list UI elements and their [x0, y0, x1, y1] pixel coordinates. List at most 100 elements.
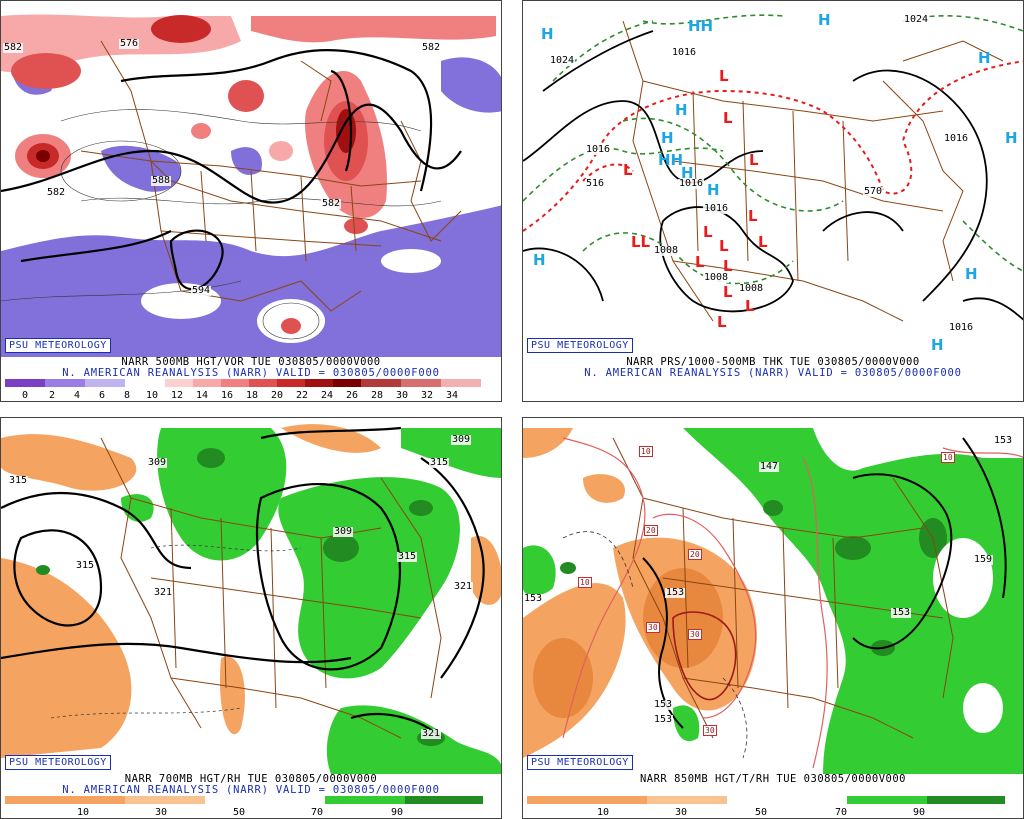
panel-subtitle: N. AMERICAN REANALYSIS (NARR) VALID = 03… [584, 367, 962, 379]
temperature-label: 20 [688, 549, 702, 560]
low-pressure-symbol: L [758, 233, 768, 251]
panel-850mb-temp-rh: 10 10 10 20 20 30 30 30 153 153 153 153 … [522, 417, 1024, 819]
high-pressure-symbol: H [965, 265, 978, 283]
colorbar-tick: 30 [674, 807, 688, 818]
colorbar-tick: 8 [123, 390, 131, 401]
low-pressure-symbol: L [745, 297, 755, 315]
psu-meteorology-credit: PSU METEOROLOGY [5, 338, 111, 353]
height-label: 153 [653, 714, 674, 725]
colorbar-tick: 10 [145, 390, 159, 401]
psu-meteorology-credit: PSU METEOROLOGY [5, 755, 111, 770]
low-pressure-symbol: L [723, 257, 733, 275]
isobar-label: 1016 [703, 203, 730, 214]
isobar-label: 1016 [671, 47, 698, 58]
colorbar-tick: 18 [245, 390, 259, 401]
rh700-map [1, 418, 501, 774]
high-pressure-symbol: H [931, 336, 944, 354]
low-pressure-symbol: L [717, 313, 727, 331]
colorbar-tick: 10 [76, 807, 90, 818]
high-pressure-symbol: H [707, 181, 720, 199]
contour-label: 582 [321, 198, 342, 209]
height-label: 309 [147, 457, 168, 468]
colorbar-tick: 30 [395, 390, 409, 401]
colorbar-tick: 24 [320, 390, 334, 401]
colorbar-tick: 30 [154, 807, 168, 818]
colorbar-tick: 50 [232, 807, 246, 818]
contour-label: 582 [3, 42, 24, 53]
colorbar-tick: 22 [295, 390, 309, 401]
low-pressure-symbol: LL [631, 233, 651, 251]
temperature-label: 30 [688, 629, 702, 640]
height-label: 153 [653, 699, 674, 710]
high-pressure-symbol: H [675, 101, 688, 119]
isobar-label: 1008 [653, 245, 680, 256]
high-pressure-symbol: H [681, 164, 694, 182]
colorbar-tick: 26 [345, 390, 359, 401]
height-label: 147 [759, 461, 780, 472]
height-label: 309 [333, 526, 354, 537]
colorbar-tick: 32 [420, 390, 434, 401]
psu-meteorology-credit: PSU METEOROLOGY [527, 755, 633, 770]
colorbar-tick: 10 [596, 807, 610, 818]
low-pressure-symbol: L [748, 207, 758, 225]
temperature-label: 20 [644, 525, 658, 536]
panel-subtitle: N. AMERICAN REANALYSIS (NARR) VALID = 03… [62, 367, 440, 379]
vorticity-map [1, 1, 501, 357]
colorbar-ticks: 10 30 50 70 90 [523, 807, 1023, 818]
low-pressure-symbol: L [703, 223, 713, 241]
high-pressure-symbol: HH [658, 151, 684, 169]
colorbar-tick: 16 [220, 390, 234, 401]
panel-title: NARR 500MB HGT/VOR TUE 030805/0000V000 [121, 356, 381, 368]
colorbar-tick: 50 [754, 807, 768, 818]
contour-label: 588 [151, 175, 172, 186]
colorbar-tick: 12 [170, 390, 184, 401]
contour-label: 582 [46, 187, 67, 198]
t850-map [523, 418, 1023, 774]
isobar-label: 1008 [738, 283, 765, 294]
colorbar-tick: 70 [310, 807, 324, 818]
low-pressure-symbol: L [623, 161, 633, 179]
low-pressure-symbol: L [723, 283, 733, 301]
colorbar-tick: 70 [834, 807, 848, 818]
temperature-label: 30 [646, 622, 660, 633]
isobar-label: 1016 [948, 322, 975, 333]
height-label: 153 [523, 593, 544, 604]
colorbar-tick: 20 [270, 390, 284, 401]
high-pressure-symbol: H [541, 25, 554, 43]
panel-500mb-vorticity: 582 576 582 582 588 582 594 PSU METEOROL… [0, 0, 502, 402]
isobar-label: 1008 [703, 272, 730, 283]
colorbar-tick: 14 [195, 390, 209, 401]
thickness-label: 516 [585, 178, 606, 189]
pressure-thickness-map [523, 1, 1023, 357]
high-pressure-symbol: H [1005, 129, 1018, 147]
isobar-label: 1016 [585, 144, 612, 155]
temperature-label: 10 [941, 452, 955, 463]
high-pressure-symbol: H [978, 49, 991, 67]
high-pressure-symbol: H [533, 251, 546, 269]
low-pressure-symbol: L [749, 151, 759, 169]
colorbar-tick: 6 [98, 390, 106, 401]
colorbar-ticks: 10 30 50 70 90 [1, 807, 501, 818]
contour-label: 582 [421, 42, 442, 53]
high-pressure-symbol: H [818, 11, 831, 29]
height-label: 153 [665, 587, 686, 598]
height-label: 153 [891, 607, 912, 618]
colorbar-tick: 2 [48, 390, 56, 401]
panel-title: NARR 700MB HGT/RH TUE 030805/0000V000 [124, 773, 378, 785]
psu-meteorology-credit: PSU METEOROLOGY [527, 338, 633, 353]
high-pressure-symbol: H [661, 129, 674, 147]
high-pressure-symbol: HH [688, 17, 714, 35]
panel-pressure-thickness: H HH H H H H H HH H H H H H L L L L L L … [522, 0, 1024, 402]
colorbar-tick: 34 [445, 390, 459, 401]
low-pressure-symbol: L [695, 253, 705, 271]
colorbar-tick: 28 [370, 390, 384, 401]
colorbar-tick: 0 [21, 390, 29, 401]
height-label: 321 [153, 587, 174, 598]
isobar-label: 1016 [943, 133, 970, 144]
low-pressure-symbol: L [719, 67, 729, 85]
contour-label: 576 [119, 38, 140, 49]
height-label: 315 [397, 551, 418, 562]
colorbar-ticks: 0 2 4 6 8 10 12 14 16 18 20 22 24 26 28 … [1, 390, 501, 401]
height-label: 159 [973, 554, 994, 565]
height-label: 309 [451, 434, 472, 445]
